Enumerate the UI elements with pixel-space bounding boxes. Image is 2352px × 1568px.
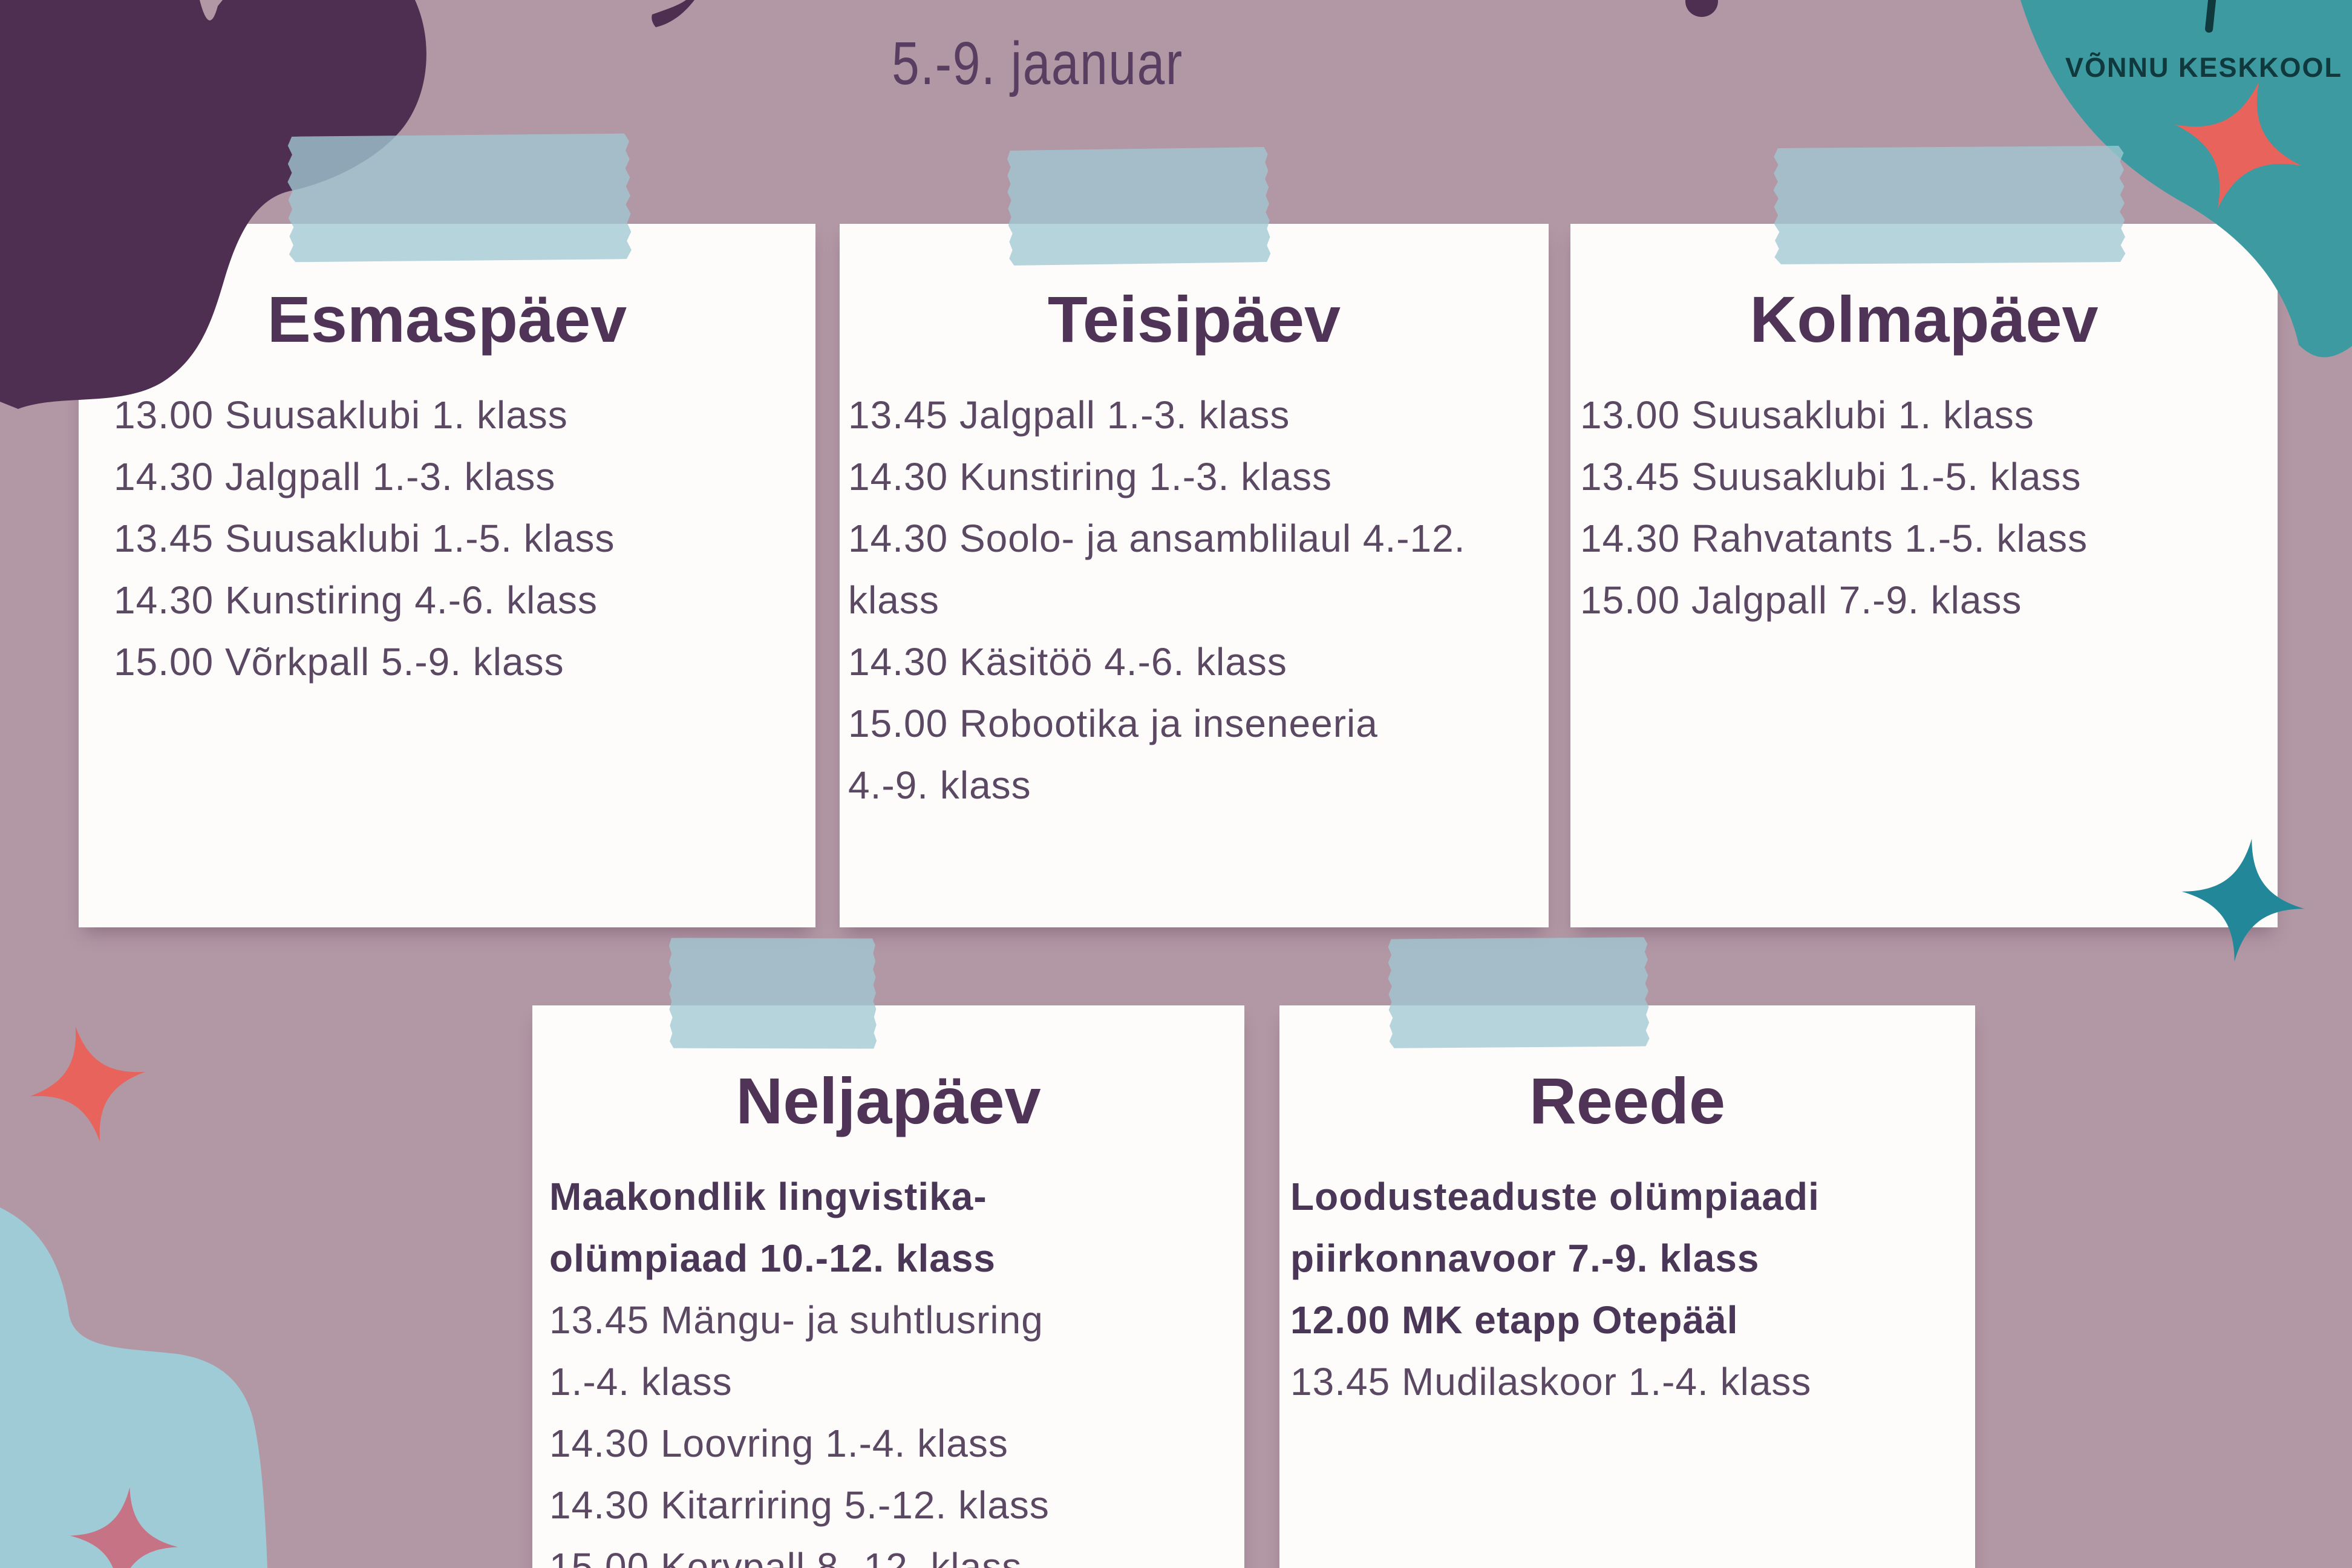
washi-tape-friday (1387, 934, 1650, 1052)
day-title: Reede (1529, 1064, 1726, 1137)
day-title: Teisipäev (1047, 283, 1341, 356)
schedule-line: 14.30 Kitarriring 5.-12. klass (549, 1483, 1050, 1527)
schedule-line: 4.-9. klass (848, 763, 1031, 807)
day-title: Kolmapäev (1749, 283, 2099, 356)
day-card-wednesday: Kolmapäev 13.00 Suusaklubi 1. klass 13.45… (1570, 224, 2278, 927)
schedule-line: 15.00 Robootika ja inseneeria (848, 702, 1378, 745)
day-card-friday: Reede Loodusteaduste olümpiaadi piirkonna… (1279, 1005, 1975, 1568)
schedule-line: 1.-4. klass (549, 1360, 733, 1403)
schedule-line: 13.00 Suusaklubi 1. klass (1580, 393, 2034, 437)
day-title: Esmaspäev (267, 283, 627, 356)
schedule-list: 13.00 Suusaklubi 1. klass 13.45 Suusaklub… (1570, 384, 2274, 631)
schedule-line: Maakondlik lingvistika- (549, 1175, 987, 1218)
title-swash-remnant (652, 0, 694, 27)
schedule-line: 13.45 Suusaklubi 1.-5. klass (1580, 455, 2082, 498)
schedule-line: 12.00 MK etapp Otepääl (1290, 1298, 1739, 1342)
school-logo-text: VÕNNU KESKKOOL (2065, 52, 2342, 83)
schedule-line: 13.00 Suusaklubi 1. klass (114, 393, 568, 437)
washi-tape-monday (287, 129, 632, 266)
schedule-line: 15.00 Korvpall 8.-12. klass (549, 1545, 1022, 1568)
schedule-line: 14.30 Käsitöö 4.-6. klass (848, 640, 1287, 684)
schedule-line: 14.30 Loovring 1.-4. klass (549, 1422, 1008, 1465)
schedule-line: 13.45 Mudilaskoor 1.-4. klass (1290, 1360, 1812, 1403)
schedule-line: 13.45 Suusaklubi 1.-5. klass (114, 517, 615, 560)
schedule-list: 13.00 Suusaklubi 1. klass 14.30 Jalgpall … (79, 384, 812, 693)
day-card-tuesday: Teisipäev 13.45 Jalgpall 1.-3. klass 14.3… (840, 224, 1549, 927)
schedule-line: 15.00 Võrkpall 5.-9. klass (114, 640, 564, 684)
day-card-thursday: Neljapäev Maakondlik lingvistika-olümpia… (532, 1005, 1244, 1568)
day-card-monday: Esmaspäev 13.00 Suusaklubi 1. klass 14.30… (79, 224, 815, 927)
schedule-line: 13.45 Jalgpall 1.-3. klass (848, 393, 1290, 437)
schedule-line: olümpiaad 10.-12. klass (549, 1236, 996, 1280)
washi-tape-wednesday (1772, 142, 2125, 268)
schedule-list: Loodusteaduste olümpiaadi piirkonnavoor 7… (1279, 1166, 1971, 1413)
schedule-line: 14.30 Rahvatants 1.-5. klass (1580, 517, 2088, 560)
coral-sparkle-icon-left (30, 1026, 146, 1142)
schedule-line: 14.30 Kunstiring 1.-3. klass (848, 455, 1332, 498)
washi-tape-thursday (668, 935, 877, 1052)
schedule-line: klass (848, 578, 939, 622)
schedule-line: 13.45 Mängu- ja suhtlusring (549, 1298, 1044, 1342)
week-subtitle: 5.-9. jaanuar (892, 30, 1183, 97)
rose-sparkle-icon-bottom-left (70, 1487, 178, 1568)
logo-mark-remnant (2205, 0, 2216, 33)
blue-blob-decoration (0, 1207, 267, 1568)
schedule-line: piirkonnavoor 7.-9. klass (1290, 1236, 1760, 1280)
schedule-line: 14.30 Kunstiring 4.-6. klass (114, 578, 598, 622)
schedule-line: 14.30 Jalgpall 1.-3. klass (114, 455, 556, 498)
schedule-list: 13.45 Jalgpall 1.-3. klass 14.30 Kunstiri… (840, 384, 1545, 816)
schedule-line: Loodusteaduste olümpiaadi (1290, 1175, 1820, 1218)
title-letter-remnant (1685, 0, 1718, 17)
day-title: Neljapäev (736, 1064, 1041, 1137)
coral-sparkle-icon-top-right (2175, 82, 2302, 209)
schedule-line: 15.00 Jalgpall 7.-9. klass (1580, 578, 2022, 622)
schedule-list: Maakondlik lingvistika-olümpiaad 10.-12.… (532, 1166, 1241, 1568)
washi-tape-tuesday (1006, 143, 1270, 269)
schedule-line: 14.30 Soolo- ja ansamblilaul 4.-12. (848, 517, 1466, 560)
